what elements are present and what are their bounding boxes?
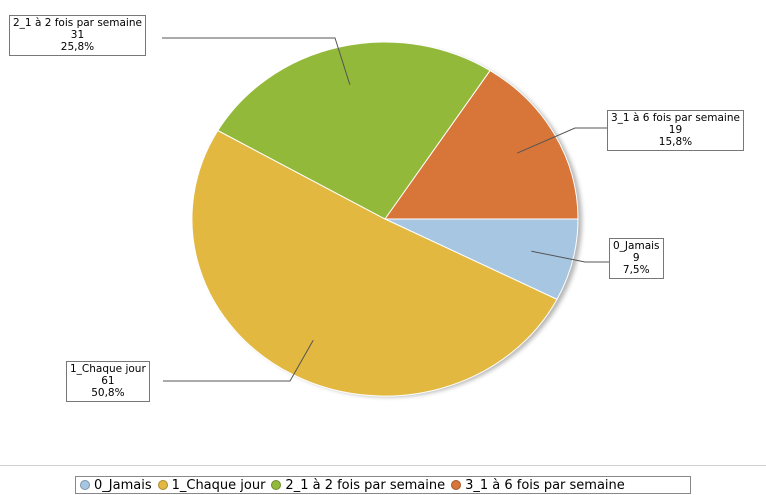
legend-item-3[interactable]: 3_1 à 6 fois par semaine xyxy=(451,478,625,493)
legend-swatch-2 xyxy=(271,480,282,490)
pie-slices xyxy=(191,41,579,397)
legend-label-2: 2_1 à 2 fois par semaine xyxy=(285,477,446,493)
legend-label-0: 0_Jamais xyxy=(94,477,152,493)
legend-label-3: 3_1 à 6 fois par semaine xyxy=(465,477,625,493)
callout-3-name: 3_1 à 6 fois par semaine xyxy=(611,112,740,124)
leader-line-1-chaque-jour xyxy=(163,340,314,382)
legend-label-1: 1_Chaque jour xyxy=(171,477,266,493)
callout-1-pct: 50,8% xyxy=(91,387,125,399)
callout-1-name: 1_Chaque jour xyxy=(70,363,146,375)
legend-swatch-3 xyxy=(451,480,462,490)
leader-line-3-1-a-6-fois xyxy=(517,127,607,154)
callout-3-pct: 15,8% xyxy=(658,136,693,148)
legend-separator xyxy=(0,465,766,466)
pie-slice-3-1-a-6-fois[interactable] xyxy=(384,69,579,220)
callout-3-value: 19 xyxy=(668,124,683,136)
callout-2-pct: 25,8% xyxy=(60,41,95,53)
legend-swatch-1 xyxy=(157,480,168,490)
leader-lines xyxy=(162,37,609,382)
leader-line-2-1-a-2-fois xyxy=(162,37,351,85)
callout-1-value: 61 xyxy=(101,375,115,387)
callout-2-1-a-2-fois: 2_1 à 2 fois par semaine 31 25,8% xyxy=(9,15,146,56)
legend-item-2[interactable]: 2_1 à 2 fois par semaine xyxy=(271,478,445,493)
legend-item-1[interactable]: 1_Chaque jour xyxy=(157,477,266,493)
callout-3-1-a-6-fois: 3_1 à 6 fois par semaine 19 15,8% xyxy=(607,110,744,151)
leader-line-0-jamais xyxy=(531,250,609,263)
callout-0-name: 0_Jamais xyxy=(613,240,660,252)
callout-0-value: 9 xyxy=(632,252,640,264)
legend: 0_Jamais 1_Chaque jour 2_1 à 2 fois par … xyxy=(75,476,691,494)
pie-slice-2-1-a-2-fois[interactable] xyxy=(217,41,491,220)
callout-1-chaque-jour: 1_Chaque jour 61 50,8% xyxy=(66,361,150,402)
pie-slice-1-chaque-jour[interactable] xyxy=(191,129,558,397)
callout-0-jamais: 0_Jamais 9 7,5% xyxy=(609,238,664,279)
callout-2-name: 2_1 à 2 fois par semaine xyxy=(13,17,142,29)
callout-2-value: 31 xyxy=(70,29,85,41)
legend-item-0[interactable]: 0_Jamais xyxy=(80,478,152,493)
legend-swatch-0 xyxy=(80,480,90,490)
callout-0-pct: 7,5% xyxy=(622,264,650,276)
